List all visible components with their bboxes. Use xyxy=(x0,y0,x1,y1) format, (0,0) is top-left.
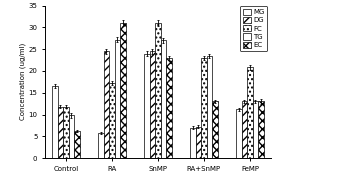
Bar xyxy=(155,23,161,158)
Bar xyxy=(236,109,242,158)
Bar xyxy=(58,107,63,158)
Bar xyxy=(166,58,172,158)
Bar xyxy=(207,56,212,158)
Bar xyxy=(258,101,264,158)
Bar xyxy=(52,86,58,158)
Bar xyxy=(190,128,196,158)
Bar xyxy=(69,115,74,158)
Bar xyxy=(109,83,115,158)
Bar xyxy=(161,40,166,158)
Bar xyxy=(63,107,69,158)
Y-axis label: Concentration (ug/ml): Concentration (ug/ml) xyxy=(19,43,26,121)
Bar xyxy=(120,23,126,158)
Bar xyxy=(212,101,218,158)
Bar xyxy=(253,101,258,158)
Bar xyxy=(74,131,79,158)
Bar xyxy=(247,68,253,158)
Bar xyxy=(144,54,150,158)
Legend: MG, DG, FC, TG, EC: MG, DG, FC, TG, EC xyxy=(240,6,267,51)
Bar xyxy=(150,51,155,158)
Bar xyxy=(196,127,201,158)
Bar xyxy=(103,51,109,158)
Bar xyxy=(115,40,120,158)
Bar xyxy=(242,101,247,158)
Bar xyxy=(201,58,207,158)
Bar xyxy=(98,133,103,158)
